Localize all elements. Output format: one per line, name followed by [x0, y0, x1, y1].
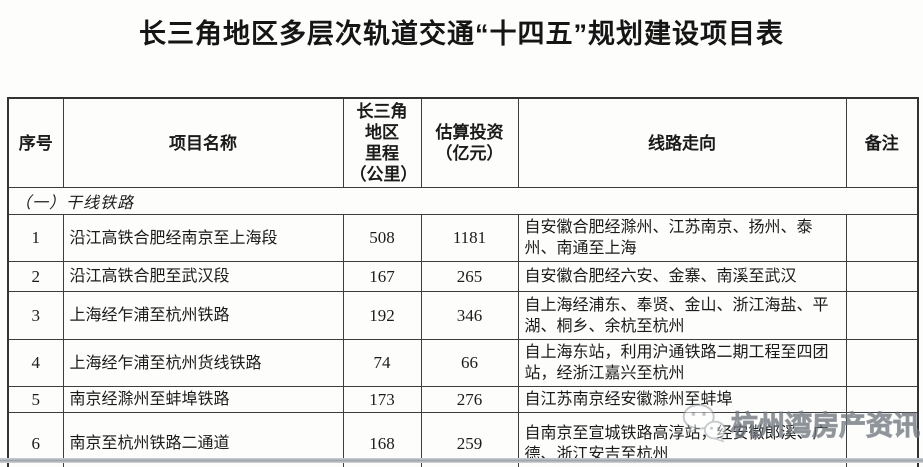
investment-value: 265: [420, 261, 519, 292]
investment-value: 259: [420, 412, 519, 467]
project-name: 沿江高铁合肥经南京至上海段: [62, 214, 344, 262]
mileage-value: 508: [342, 214, 422, 262]
section-label: （一）干线铁路: [7, 187, 919, 215]
note-cell: [845, 291, 919, 340]
table-row: 4 上海经乍浦至杭州货线铁路 74 66 自上海东站，利用沪通铁路二期工程至四团…: [7, 339, 919, 387]
row-serial-number: 2: [7, 261, 64, 292]
investment-value: 276: [420, 386, 519, 413]
project-name: 上海经乍浦至杭州货线铁路: [62, 339, 344, 387]
investment-value: 1181: [420, 214, 519, 262]
column-header-project-name: 项目名称: [62, 97, 344, 188]
projects-table: 序号 项目名称 长三角地区 里程（公里） 估算投资 （亿元） 线路走向 备注 （…: [7, 97, 919, 467]
note-cell: [845, 412, 919, 467]
mileage-value: 168: [342, 412, 422, 467]
route-description: 自上海经浦东、奉贤、金山、浙江海盐、平湖、桐乡、余杭至杭州: [517, 291, 847, 340]
table-header: 序号 项目名称 长三角地区 里程（公里） 估算投资 （亿元） 线路走向 备注: [7, 97, 919, 188]
page-title: 长三角地区多层次轨道交通“十四五”规划建设项目表: [139, 19, 784, 49]
row-serial-number: 4: [7, 339, 64, 387]
row-serial-number: 5: [7, 386, 64, 413]
column-header-serial: 序号: [7, 97, 64, 188]
mileage-value: 173: [342, 386, 422, 413]
route-description: 自南京至宣城铁路高淳站，经安徽郎溪、广德、浙江安吉至杭州: [517, 412, 847, 467]
note-cell: [845, 339, 919, 387]
row-serial-number: 1: [7, 214, 64, 262]
investment-value: 346: [420, 291, 519, 340]
project-name: 上海经乍浦至杭州铁路: [62, 291, 344, 340]
column-header-mileage: 长三角地区 里程（公里）: [342, 97, 422, 188]
table-row: 3 上海经乍浦至杭州铁路 192 346 自上海经浦东、奉贤、金山、浙江海盐、平…: [7, 291, 919, 340]
note-cell: [845, 386, 919, 413]
row-serial-number: 3: [7, 291, 64, 340]
investment-value: 66: [420, 339, 519, 387]
header-row: 序号 项目名称 长三角地区 里程（公里） 估算投资 （亿元） 线路走向 备注: [7, 97, 919, 188]
table-body: （一）干线铁路 1 沿江高铁合肥经南京至上海段 508 1181 自安徽合肥经滁…: [7, 187, 919, 467]
column-header-investment: 估算投资 （亿元）: [420, 97, 519, 188]
table-row: 6 南京至杭州铁路二通道 168 259 自南京至宣城铁路高淳站，经安徽郎溪、广…: [7, 412, 919, 467]
route-description: 自安徽合肥经滁州、江苏南京、扬州、泰州、南通至上海: [517, 214, 847, 262]
table-row: 5 南京经滁州至蚌埠铁路 173 276 自江苏南京经安徽滁州至蚌埠: [7, 386, 919, 413]
mileage-value: 167: [342, 261, 422, 292]
column-header-route: 线路走向: [517, 97, 847, 188]
note-cell: [845, 261, 919, 292]
project-name: 南京至杭州铁路二通道: [62, 412, 344, 467]
project-name: 南京经滁州至蚌埠铁路: [62, 386, 344, 413]
section-row-trunk-railways: （一）干线铁路: [7, 187, 919, 215]
note-cell: [845, 214, 919, 262]
table-row: 2 沿江高铁合肥至武汉段 167 265 自安徽合肥经六安、金寨、南溪至武汉: [7, 261, 919, 292]
page-bottom-scan-edge: [0, 458, 923, 463]
row-serial-number: 6: [7, 412, 64, 467]
table-row: 1 沿江高铁合肥经南京至上海段 508 1181 自安徽合肥经滁州、江苏南京、扬…: [7, 214, 919, 262]
route-description: 自安徽合肥经六安、金寨、南溪至武汉: [517, 261, 847, 292]
mileage-value: 74: [342, 339, 422, 387]
route-description: 自江苏南京经安徽滁州至蚌埠: [517, 386, 847, 413]
mileage-value: 192: [342, 291, 422, 340]
route-description: 自上海东站，利用沪通铁路二期工程至四团站，经浙江嘉兴至杭州: [517, 339, 847, 387]
project-name: 沿江高铁合肥至武汉段: [62, 261, 344, 292]
column-header-note: 备注: [845, 97, 919, 188]
